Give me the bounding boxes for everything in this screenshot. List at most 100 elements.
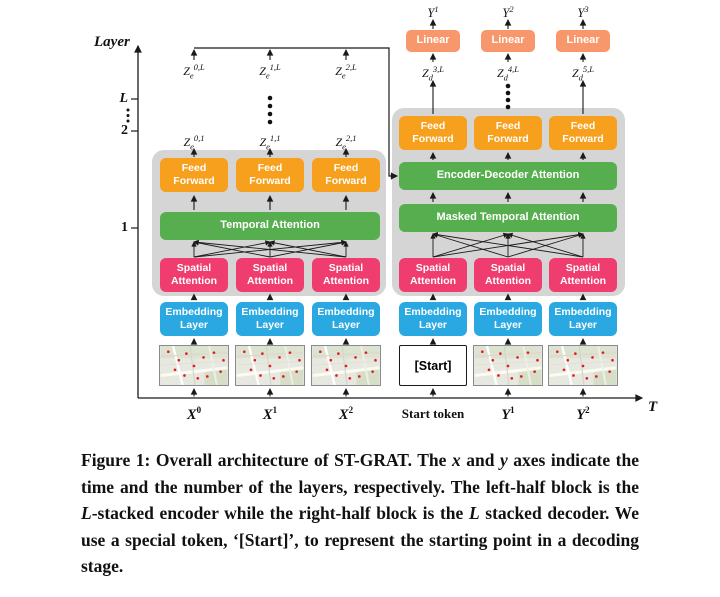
caption-text: Figure 1: Overall architecture of ST-GRA… <box>81 450 452 470</box>
z-base: Z <box>496 66 504 80</box>
output-label-y3: Y3 <box>577 4 588 21</box>
z-sup: 0,L <box>193 62 205 72</box>
tick-base: Start token <box>401 406 465 421</box>
z-label-d4L: Zd4,L <box>497 64 519 82</box>
encoder-spatial-attention-3: Spatial Attention <box>312 258 380 292</box>
x-tick-x2: X2 <box>339 405 353 424</box>
z-sub: e <box>189 70 194 81</box>
decoder-embedding-layer-2: Embedding Layer <box>474 302 542 336</box>
tick-sup: 2 <box>348 405 354 415</box>
tick-sup: 2 <box>585 405 590 415</box>
linear-box-1: Linear <box>406 30 460 52</box>
y-sup: 3 <box>584 4 589 14</box>
x-tick-x1: X1 <box>263 405 277 424</box>
decoder-spatial-attention-2: Spatial Attention <box>474 258 542 292</box>
z-base: Z <box>259 135 267 149</box>
z-sub: d <box>503 72 508 83</box>
z-base: Z <box>259 64 266 78</box>
masked-temporal-attention-box: Masked Temporal Attention <box>399 204 617 232</box>
z-label-e01: Ze0,1 <box>183 133 204 151</box>
z-sup: 2,L <box>345 62 357 72</box>
encoder-spatial-attention-1: Spatial Attention <box>160 258 228 292</box>
z-base: Z <box>183 135 191 149</box>
caption-text: -stacked encoder while the right-half bl… <box>91 503 469 523</box>
output-label-y1: Y1 <box>427 4 438 21</box>
traffic-map-thumbnail-x0 <box>159 345 229 386</box>
math-L: L <box>81 503 92 523</box>
tick-base: Y <box>576 406 586 423</box>
math-x: x <box>451 450 461 470</box>
decoder-feed-forward-2: Feed Forward <box>474 116 542 150</box>
y-base: Y <box>427 6 435 21</box>
traffic-map-thumbnail-x1 <box>235 345 305 386</box>
z-sub: d <box>428 72 433 83</box>
y-tick-L: L <box>119 91 128 106</box>
decoder-feed-forward-3: Feed Forward <box>549 116 617 150</box>
output-label-y2: Y2 <box>502 4 513 21</box>
decoder-spatial-attention-3: Spatial Attention <box>549 258 617 292</box>
tick-sup: 1 <box>510 405 515 415</box>
x-axis-title: T <box>648 399 658 415</box>
y-sup: 2 <box>509 4 514 14</box>
z-sup: 1,L <box>269 62 281 72</box>
z-sup: 0,1 <box>193 133 205 143</box>
traffic-map-thumbnail-y1 <box>473 345 543 386</box>
encoder-embedding-layer-1: Embedding Layer <box>160 302 228 336</box>
z-label-e11: Ze1,1 <box>259 133 280 151</box>
x-tick-y1: Y1 <box>501 405 514 424</box>
decoder-embedding-layer-1: Embedding Layer <box>399 302 467 336</box>
z-sub: e <box>190 141 194 152</box>
math-L: L <box>468 503 480 523</box>
decoder-feed-forward-1: Feed Forward <box>399 116 467 150</box>
z-base: Z <box>183 64 190 78</box>
z-base: Z <box>571 66 579 80</box>
encoder-embedding-layer-3: Embedding Layer <box>312 302 380 336</box>
y-base: Y <box>577 6 585 21</box>
caption-text: stacked decoder. We use a special token,… <box>81 503 639 576</box>
tick-sup: 1 <box>272 405 278 415</box>
encoder-spatial-attention-2: Spatial Attention <box>236 258 304 292</box>
encoder-feed-forward-3: Feed Forward <box>312 158 380 192</box>
z-label-d3L: Zd3,L <box>422 64 444 82</box>
x-tick-y2: Y2 <box>576 405 589 424</box>
z-sup: 5,L <box>582 64 595 74</box>
y-tick-1: 1 <box>121 220 128 235</box>
z-label-e21: Ze2,1 <box>335 133 356 151</box>
z-sup: 3,L <box>432 64 445 74</box>
decoder-embedding-layer-3: Embedding Layer <box>549 302 617 336</box>
start-token-box: [Start] <box>399 345 467 386</box>
y-tick-2: 2 <box>121 123 128 138</box>
z-base: Z <box>421 66 429 80</box>
z-base: Z <box>335 64 342 78</box>
encoder-decoder-attention-box: Encoder-Decoder Attention <box>399 162 617 190</box>
tick-base: Y <box>501 406 511 423</box>
z-sup: 2,1 <box>345 133 357 143</box>
linear-box-3: Linear <box>556 30 610 52</box>
linear-box-2: Linear <box>481 30 535 52</box>
decoder-spatial-attention-1: Spatial Attention <box>399 258 467 292</box>
z-sup: 4,L <box>507 64 520 74</box>
z-label-e1L: Ze1,L <box>259 62 281 80</box>
traffic-map-thumbnail-y2 <box>548 345 618 386</box>
y-axis-title: Layer <box>94 34 130 50</box>
encoder-feed-forward-2: Feed Forward <box>236 158 304 192</box>
tick-base: X <box>186 406 197 423</box>
z-label-e0L: Ze0,L <box>183 62 205 80</box>
z-label-e2L: Ze2,L <box>335 62 357 80</box>
figure-caption: Figure 1: Overall architecture of ST-GRA… <box>81 447 639 580</box>
temporal-attention-box: Temporal Attention <box>160 212 380 240</box>
x-tick-x0: X0 <box>187 405 201 424</box>
tick-base: X <box>338 406 349 423</box>
z-base: Z <box>335 135 343 149</box>
y-sup: 1 <box>434 4 439 14</box>
encoder-embedding-layer-2: Embedding Layer <box>236 302 304 336</box>
math-y: y <box>499 450 508 470</box>
x-tick-start-token: Start token <box>402 406 464 422</box>
tick-base: X <box>262 406 273 423</box>
caption-text: and <box>460 450 500 470</box>
encoder-feed-forward-1: Feed Forward <box>160 158 228 192</box>
z-sup: 1,1 <box>269 133 281 143</box>
z-sub: d <box>578 72 583 83</box>
z-label-d5L: Zd5,L <box>572 64 594 82</box>
